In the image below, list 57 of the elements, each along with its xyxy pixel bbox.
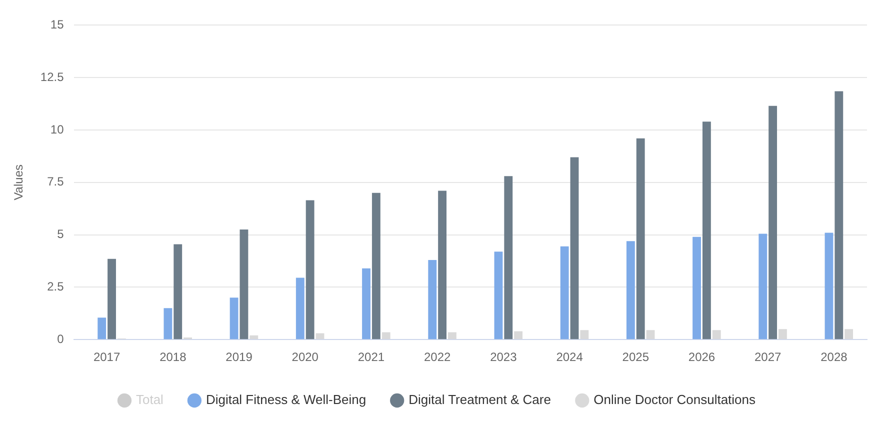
bar (362, 268, 370, 340)
legend-label: Digital Fitness & Well-Being (206, 392, 366, 408)
y-tick-label: 12.5 (40, 70, 64, 84)
y-tick-label: 5 (57, 227, 64, 242)
x-tick-label: 2026 (688, 350, 716, 364)
bar (372, 192, 380, 340)
bar (844, 329, 854, 340)
bar (636, 138, 645, 340)
bar (382, 332, 390, 340)
x-tick-label: 2020 (292, 350, 319, 364)
bar (164, 308, 172, 340)
x-tick-label: 2028 (820, 350, 848, 364)
bar (560, 246, 569, 340)
x-tick-label: 2021 (358, 350, 385, 364)
legend-label: Online Doctor Consultations (594, 392, 756, 408)
y-tick-label: 0 (57, 332, 64, 346)
bar (692, 236, 701, 340)
legend-label: Digital Treatment & Care (408, 392, 551, 408)
x-tick-label: 2019 (226, 350, 253, 364)
bar (230, 298, 238, 340)
bar (438, 190, 446, 340)
x-tick-label: 2022 (424, 350, 451, 364)
bar (580, 330, 589, 340)
bar (108, 258, 116, 340)
x-tick-label: 2018 (160, 350, 187, 364)
x-tick-label: 2023 (490, 350, 518, 364)
bar (494, 252, 503, 340)
x-tick-label: 2024 (556, 350, 584, 364)
bar (174, 244, 182, 340)
x-tick-label: 2017 (93, 350, 120, 364)
bar (296, 278, 304, 340)
bar (758, 234, 768, 340)
y-tick-label: 10 (50, 122, 64, 136)
y-tick-label: 15 (50, 18, 64, 32)
bar (250, 335, 258, 340)
bar (646, 330, 655, 340)
bar (702, 122, 711, 340)
bar (448, 332, 456, 340)
bar (768, 106, 778, 340)
bar (570, 157, 579, 340)
bar (428, 260, 437, 340)
bar (712, 330, 721, 340)
x-tick-label: 2025 (622, 350, 650, 364)
bar (240, 230, 248, 340)
bar (824, 232, 834, 340)
y-tick-label: 7.5 (47, 174, 64, 189)
y-tick-label: 2.5 (47, 280, 64, 294)
x-tick-label: 2027 (754, 350, 782, 364)
bar (316, 333, 324, 340)
bar (834, 91, 844, 340)
bar (778, 329, 787, 340)
bar (306, 200, 314, 340)
bar (98, 318, 106, 340)
bar (514, 331, 523, 340)
bar (626, 241, 635, 340)
bar (504, 176, 513, 340)
y-axis-title: Values (12, 164, 26, 200)
